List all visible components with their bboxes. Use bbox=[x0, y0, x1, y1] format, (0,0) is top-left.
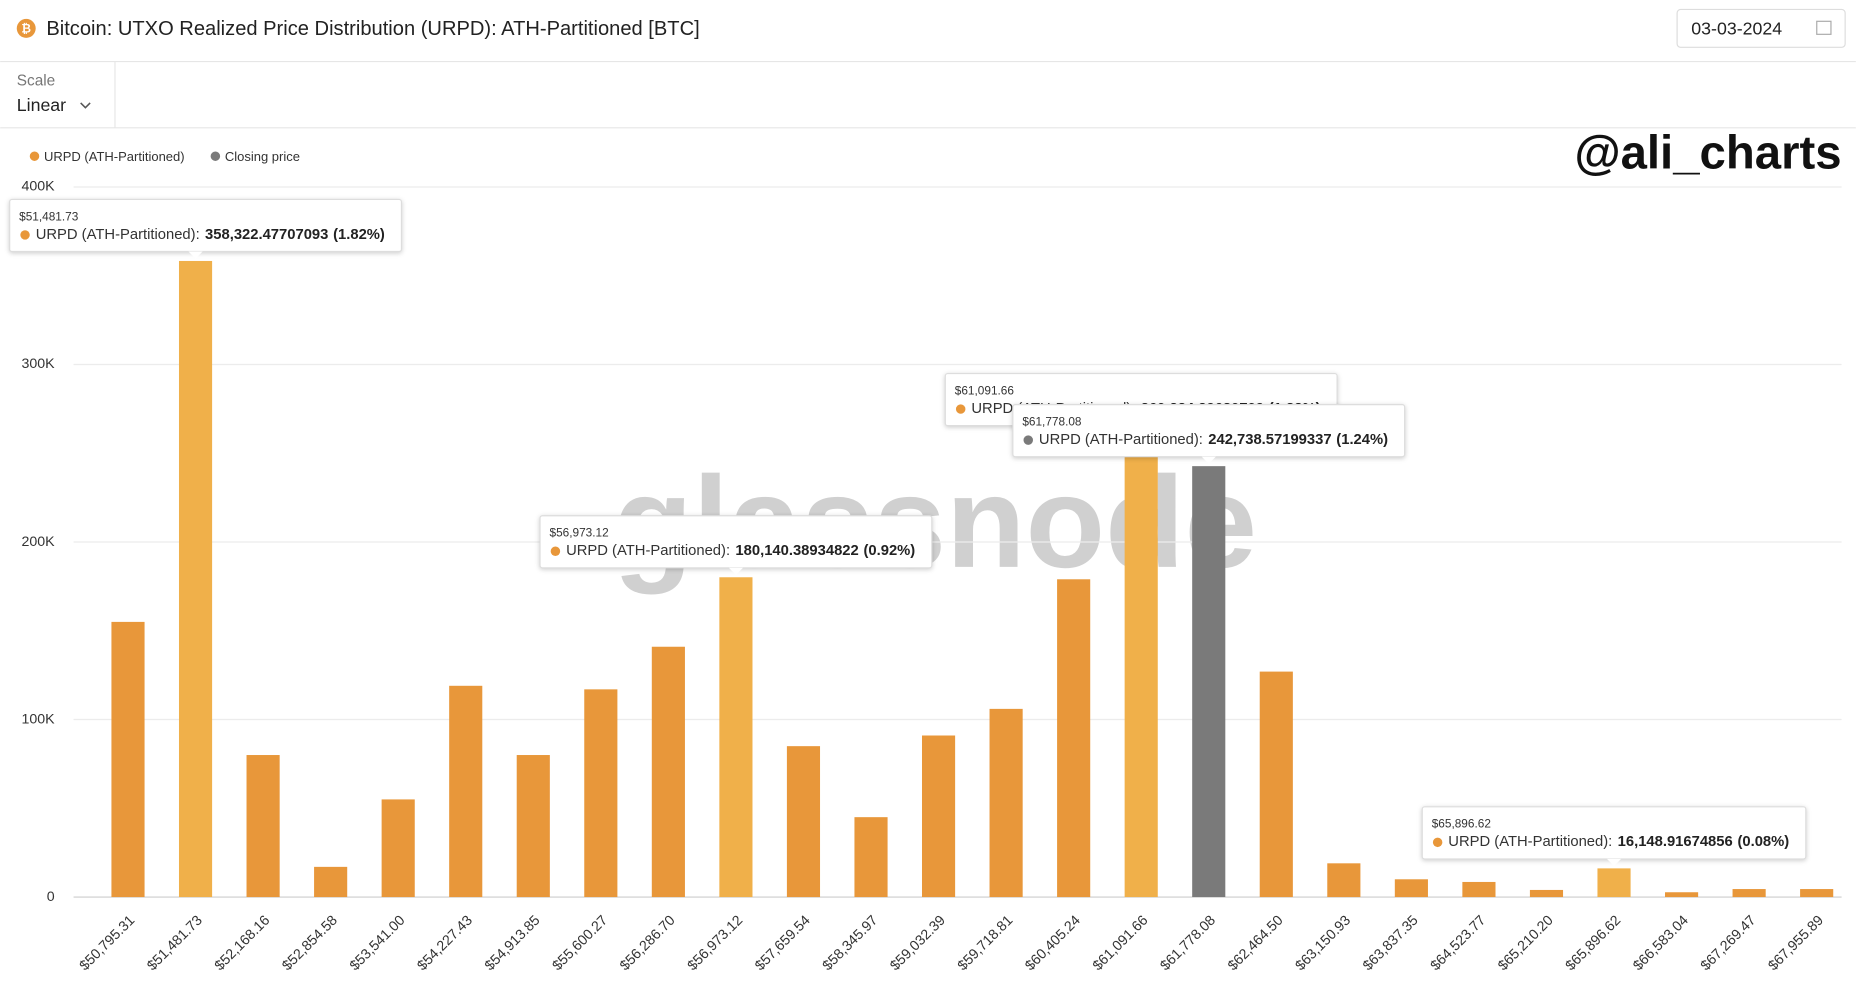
y-tick-label: 400K bbox=[21, 179, 55, 195]
tooltip-series: URPD (ATH-Partitioned) bbox=[1039, 432, 1199, 448]
legend-marker bbox=[210, 151, 221, 161]
tooltip-marker bbox=[550, 546, 561, 556]
tooltip-series: URPD (ATH-Partitioned) bbox=[1448, 834, 1608, 850]
bar bbox=[1665, 892, 1699, 898]
tooltip-box bbox=[1012, 404, 1406, 458]
handle-watermark: @ali_charts bbox=[1574, 127, 1841, 180]
tooltip-pointer bbox=[1606, 858, 1622, 867]
bar bbox=[786, 746, 821, 898]
tooltip-share: (1.24%) bbox=[1336, 432, 1388, 448]
tooltip-box bbox=[1421, 806, 1807, 860]
tooltip-share: (0.08%) bbox=[1737, 834, 1789, 850]
bar bbox=[719, 577, 753, 898]
bar bbox=[246, 755, 280, 898]
tooltip: $65,896.62 URPD (ATH-Partitioned) 16,148.9… bbox=[1421, 806, 1807, 867]
bar bbox=[1597, 868, 1631, 898]
tooltip: $56,973.12 URPD (ATH-Partitioned) 180,140.… bbox=[539, 515, 933, 575]
bar bbox=[111, 621, 145, 898]
tooltip-marker bbox=[1023, 435, 1033, 445]
tooltip-price: $56,973.12 bbox=[550, 526, 609, 540]
bar bbox=[449, 685, 483, 898]
bar bbox=[1057, 579, 1091, 898]
tooltip-value: 242,738.57199337 bbox=[1208, 432, 1331, 448]
tooltip-pointer bbox=[728, 567, 744, 575]
tooltip-share: (1.82%) bbox=[333, 227, 385, 243]
tooltip-box bbox=[539, 515, 933, 569]
tooltip: $61,778.08 URPD (ATH-Partitioned) 242,738.… bbox=[1012, 404, 1406, 464]
bar bbox=[651, 646, 685, 898]
tooltip-marker bbox=[20, 230, 30, 240]
bar bbox=[178, 260, 213, 898]
legend-label: Closing price bbox=[225, 149, 300, 164]
tooltip-value: 180,140.38934822 bbox=[735, 543, 858, 559]
bar bbox=[381, 799, 415, 898]
legend-label: URPD (ATH-Partitioned) bbox=[44, 149, 185, 164]
tooltip-colon: : bbox=[1608, 834, 1612, 850]
bar bbox=[1259, 671, 1293, 898]
tooltip-price: $61,778.08 bbox=[1022, 414, 1082, 428]
y-tick-label: 100K bbox=[21, 711, 55, 727]
bar bbox=[1529, 889, 1564, 898]
tooltip-series: URPD (ATH-Partitioned) bbox=[566, 543, 726, 559]
scale-dropdown[interactable]: Linear bbox=[17, 95, 66, 115]
tooltip-value: 358,322.47707093 bbox=[205, 227, 328, 243]
y-tick-label: 300K bbox=[21, 356, 55, 372]
tooltip-colon: : bbox=[196, 227, 200, 243]
legend-marker bbox=[29, 151, 40, 161]
tooltip-series: URPD (ATH-Partitioned) bbox=[36, 227, 196, 243]
calendar-icon bbox=[1816, 20, 1832, 35]
tooltip-colon: : bbox=[726, 543, 730, 559]
tooltip-marker bbox=[1432, 837, 1443, 848]
tooltip-marker bbox=[955, 404, 966, 414]
tooltip-pointer bbox=[188, 251, 203, 259]
bar bbox=[1462, 881, 1496, 898]
scale-label: Scale bbox=[17, 73, 55, 90]
y-tick-label: 200K bbox=[21, 534, 55, 550]
bar bbox=[1327, 863, 1361, 898]
bar bbox=[314, 866, 348, 898]
date-value: 03-03-2024 bbox=[1691, 18, 1782, 38]
tooltip-price: $61,091.66 bbox=[955, 383, 1015, 397]
tooltip-value: 16,148.91674856 bbox=[1618, 834, 1733, 850]
bar bbox=[1394, 879, 1428, 898]
tooltip-pointer bbox=[1201, 456, 1216, 464]
bar bbox=[1124, 435, 1158, 898]
tooltip-share: (0.92%) bbox=[863, 543, 915, 559]
bar bbox=[584, 689, 618, 898]
tooltip-price: $51,481.73 bbox=[19, 209, 79, 223]
chevron bbox=[80, 102, 91, 109]
bitcoin-icon-glyph: ₿ bbox=[21, 22, 31, 36]
bar bbox=[1800, 889, 1834, 898]
page-title: Bitcoin: UTXO Realized Price Distributio… bbox=[46, 18, 699, 40]
bar bbox=[989, 708, 1023, 898]
bitcoin-icon bbox=[16, 18, 36, 38]
date-picker[interactable] bbox=[1676, 8, 1846, 48]
tooltip: $51,481.73 URPD (ATH-Partitioned) 358,322.… bbox=[9, 198, 403, 259]
bar bbox=[1732, 889, 1766, 898]
tooltip-price: $65,896.62 bbox=[1432, 817, 1491, 831]
y-tick-label: 0 bbox=[47, 889, 55, 905]
tooltip-colon: : bbox=[1199, 432, 1203, 448]
bar bbox=[921, 735, 956, 898]
bar bbox=[1192, 466, 1226, 898]
tooltip-box bbox=[9, 198, 403, 253]
bar bbox=[516, 755, 550, 898]
bar bbox=[854, 817, 888, 898]
